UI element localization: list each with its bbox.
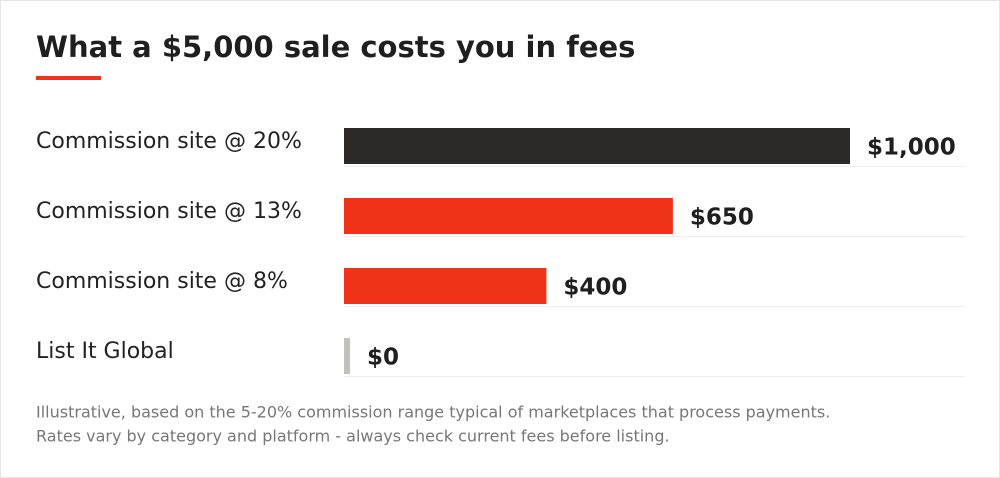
chart-title: What a $5,000 sale costs you in fees	[36, 30, 635, 64]
title-underline	[36, 76, 101, 80]
bar	[344, 338, 350, 374]
category-label: Commission site @ 8%	[36, 269, 288, 294]
bar	[344, 198, 673, 234]
bar	[344, 268, 547, 304]
value-label: $1,000	[867, 135, 956, 161]
category-label: Commission site @ 20%	[36, 129, 302, 154]
footnote: Rates vary by category and platform - al…	[36, 427, 670, 446]
footnote: Illustrative, based on the 5-20% commiss…	[36, 403, 830, 422]
value-label: $650	[690, 205, 754, 231]
bar	[344, 128, 850, 164]
value-label: $400	[563, 275, 627, 301]
category-label: List It Global	[36, 339, 174, 364]
value-label: $0	[367, 345, 399, 371]
category-label: Commission site @ 13%	[36, 199, 302, 224]
